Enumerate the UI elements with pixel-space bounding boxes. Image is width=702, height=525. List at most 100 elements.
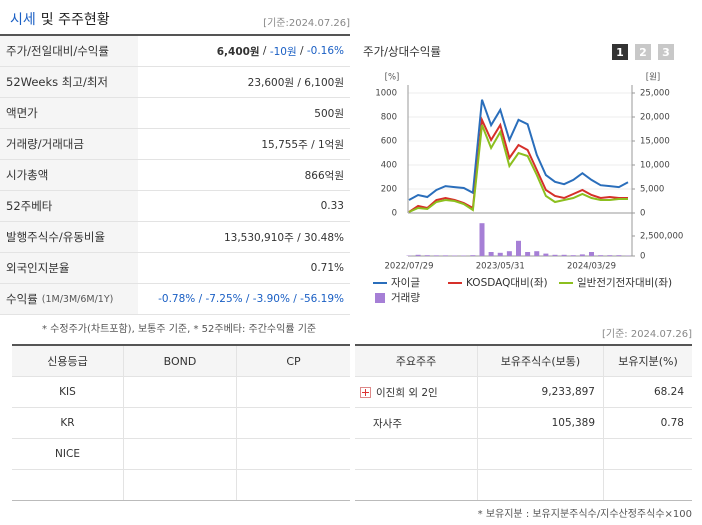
title-highlight: 시세: [10, 12, 36, 28]
legend-label: KOSDAQ대비(좌): [466, 277, 548, 289]
table-cell: 0.78: [660, 417, 684, 429]
row-value: -0.78% / -7.25% / -3.90% / -56.19%: [138, 284, 350, 314]
holder-name: 이진희 외 2인: [376, 386, 438, 399]
rule: [355, 500, 692, 501]
volume-bar: [516, 240, 521, 256]
volume-bar: [479, 223, 485, 256]
row-label: 수익률 (1M/3M/6M/1Y): [0, 284, 138, 314]
x-tick-label: 2022/07/29: [385, 262, 434, 272]
row-label: 거래량/거래대금: [0, 129, 138, 159]
series-line: [408, 99, 629, 201]
tab-button[interactable]: [635, 44, 651, 60]
header-cell: 주요주주: [355, 346, 478, 376]
table-cell: 68.24: [653, 386, 684, 398]
y-tick-label: 200: [381, 185, 397, 195]
volume-bar: [424, 255, 430, 256]
table-cell: [237, 470, 350, 500]
legend-label: 일반전기전자대비(좌): [577, 276, 672, 289]
x-tick-label: 2023/05/31: [476, 262, 525, 272]
row-value: 15,755주 / 1억원: [138, 129, 350, 159]
rule: [0, 159, 350, 160]
rule: [0, 128, 350, 129]
y2-tick-label: 5,000: [640, 185, 664, 195]
table-cell: 이진희 외 2인: [355, 377, 478, 407]
tab-button[interactable]: [658, 44, 674, 60]
y2-tick-label: 20,000: [640, 113, 670, 123]
rule: [355, 407, 692, 408]
value-part: 13,530,910주 / 30.48%: [223, 231, 344, 244]
volume-tick-label: 2,500,000: [640, 232, 683, 242]
volume-bar: [433, 255, 439, 256]
label-text: 발행주식수/유동비율: [6, 230, 106, 244]
row-label: 시가총액: [0, 160, 138, 190]
row-value: 866억원: [138, 160, 350, 190]
date: [기준: 2024.07.26]: [601, 329, 692, 340]
volume-bar: [488, 252, 494, 256]
date: [기준:2024.07.26]: [263, 18, 350, 29]
y-tick-label: 1000: [375, 89, 397, 99]
tab-label[interactable]: 3: [662, 46, 670, 59]
value-part: -10원: [269, 45, 297, 58]
volume-bar: [525, 252, 531, 256]
legend-label: 자이글: [391, 277, 420, 289]
table-cell: [12, 470, 124, 500]
table-cell: [478, 470, 604, 500]
row-label: 52주베타: [0, 191, 138, 221]
value-part: -0.16%: [306, 45, 344, 57]
y2-tick-label: 0: [640, 209, 645, 219]
row-label: 외국인지분율: [0, 253, 138, 283]
x-tick-label: 2024/03/29: [567, 262, 616, 272]
volume-bar: [415, 254, 421, 256]
rule: [12, 469, 350, 470]
row-value: 13,530,910주 / 30.48%: [138, 222, 350, 252]
table-cell: 9,233,897: [478, 377, 604, 407]
volume-bar: [443, 255, 448, 256]
label-text: 외국인지분율: [6, 261, 70, 275]
value-part: 866억원: [304, 169, 344, 182]
row-value: 0.33: [138, 191, 350, 221]
rule: [0, 314, 350, 315]
table-cell: [237, 439, 350, 469]
table-cell: [237, 377, 350, 407]
volume-bar: [470, 255, 476, 256]
rule: [355, 438, 692, 439]
table-cell: [355, 470, 478, 500]
tab-button[interactable]: [612, 44, 628, 60]
table-cell: 자사주: [355, 408, 478, 438]
header-cell: 신용등급: [12, 346, 124, 376]
y-tick-label: 0: [392, 209, 397, 219]
note: * 보유지분 : 보유지분주식수/지수산정주식수×100: [477, 509, 692, 520]
expand-icon[interactable]: [360, 386, 371, 398]
table-cell: [124, 408, 237, 438]
table-cell: [124, 439, 237, 469]
row-label: 발행주식수/유동비율: [0, 222, 138, 252]
tab-label[interactable]: 2: [639, 46, 647, 59]
y2-tick-label: 10,000: [640, 161, 670, 171]
table-cell: [237, 408, 350, 438]
value-part: /: [259, 45, 270, 57]
rule: [12, 500, 350, 501]
rule: [12, 376, 350, 377]
legend-swatch: [375, 293, 385, 303]
rule: [12, 344, 350, 346]
y-tick-label: 800: [381, 113, 397, 123]
rule: [355, 344, 692, 346]
header-cell: CP: [237, 346, 350, 376]
row-label: 52Weeks 최고/최저: [0, 67, 138, 97]
rule: [0, 66, 350, 67]
row-label: 주가/전일대비/수익률: [0, 36, 138, 66]
row-value: 6,400원 / -10원 / -0.16%: [138, 36, 350, 66]
rule: [12, 407, 350, 408]
volume-bar: [589, 252, 594, 256]
label-text: 수익률: [6, 292, 38, 306]
rule: [355, 469, 692, 470]
volume-bar: [598, 255, 604, 256]
series-line: [408, 116, 628, 213]
volume-tick-label: 0: [640, 252, 645, 262]
rule: [0, 34, 350, 36]
section-title: 시세 및 주주현황: [10, 9, 110, 29]
tab-label[interactable]: 1: [616, 46, 624, 59]
rule: [0, 190, 350, 191]
label-text: 거래량/거래대금: [6, 137, 84, 151]
